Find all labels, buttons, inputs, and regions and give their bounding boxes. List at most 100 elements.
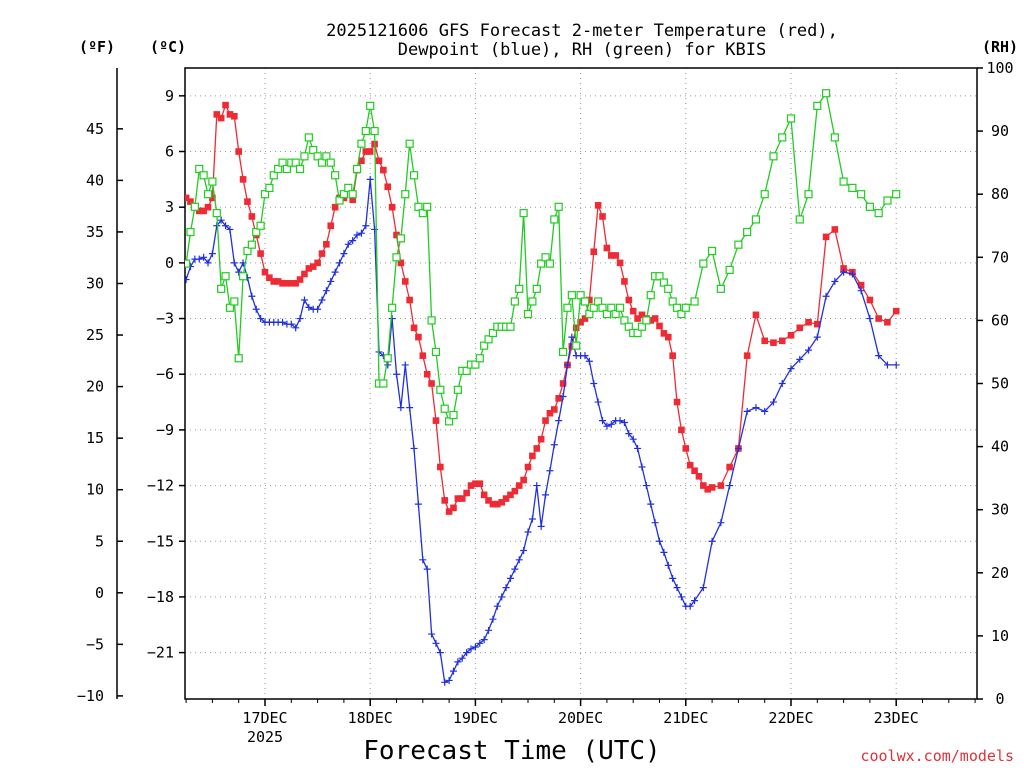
temperature-point <box>296 276 304 283</box>
dewpoint-point <box>336 259 344 267</box>
rh-point <box>462 366 471 375</box>
dewpoint-point <box>664 561 672 569</box>
rh-tick-label: 80 <box>991 185 1009 203</box>
celsius-tick-label: −18 <box>147 588 174 606</box>
rh-point <box>383 354 392 363</box>
temperature-point <box>450 504 457 512</box>
rh-point <box>396 234 405 243</box>
dewpoint-point <box>397 404 405 412</box>
temperature-point <box>634 315 641 322</box>
temperature-point <box>822 233 830 241</box>
rh-point <box>449 410 458 420</box>
rh-point <box>453 385 462 394</box>
dewpoint-point <box>208 250 216 258</box>
rh-point <box>620 316 629 325</box>
dewpoint-point <box>388 315 396 323</box>
rh-point <box>256 221 265 230</box>
dewpoint-point <box>371 225 379 233</box>
temperature-point <box>629 307 637 315</box>
temperature-point <box>213 111 221 118</box>
date-tick-label: 23DEC <box>874 709 919 727</box>
temperature-point <box>612 252 619 259</box>
dewpoint-point <box>590 380 598 387</box>
rh-point <box>221 272 230 281</box>
fahrenheit-tick-label: 10 <box>86 481 104 499</box>
temperature-point <box>226 111 234 118</box>
dewpoint-point <box>410 444 418 452</box>
dewpoint-point <box>866 315 874 323</box>
temperature-point <box>555 395 562 402</box>
dewpoint-point <box>471 643 479 651</box>
rh-point <box>664 284 673 293</box>
temperature-point <box>209 194 216 202</box>
temperature-point <box>458 495 466 502</box>
temperature-point <box>892 307 900 315</box>
temperature-point <box>235 148 242 155</box>
temperature-point <box>384 183 392 191</box>
dewpoint-point <box>857 287 865 295</box>
temperature-point <box>669 352 676 359</box>
temperature-point <box>607 252 615 259</box>
temperature-point <box>651 315 659 322</box>
rh-point <box>677 309 686 319</box>
dewpoint-point <box>699 584 707 592</box>
temperature-point <box>577 318 584 326</box>
rh-point <box>883 196 892 205</box>
dewpoint-point <box>563 361 571 369</box>
temperature-point <box>463 489 470 497</box>
dewpoint-point <box>217 216 225 224</box>
temperature-point <box>682 445 690 452</box>
rh-point <box>537 259 546 268</box>
temperature-point <box>314 259 321 267</box>
temperature-point <box>366 148 374 155</box>
plot-frame <box>184 67 978 700</box>
rh-point <box>821 89 831 98</box>
rh-point <box>208 177 217 186</box>
temperature-point <box>691 467 698 475</box>
fahrenheit-axis-unit: (ºF) <box>79 38 115 56</box>
dewpoint-point <box>585 357 593 365</box>
rh-point <box>523 309 533 319</box>
rh-point <box>541 253 550 262</box>
rh-point <box>515 284 524 293</box>
rh-point <box>366 101 375 110</box>
fahrenheit-tick-label: 15 <box>86 429 104 447</box>
temperature-point <box>432 417 440 424</box>
temperature-point <box>621 278 628 285</box>
fahrenheit-tick-label: 45 <box>86 120 104 138</box>
fahrenheit-tick-label: −5 <box>86 635 104 653</box>
temperature-point <box>204 203 212 211</box>
rh-point <box>642 316 651 325</box>
rh-point <box>274 164 283 174</box>
dewpoint-point <box>520 547 528 555</box>
dewpoint-point <box>813 333 821 341</box>
date-tick-label: 18DEC <box>348 709 393 727</box>
dewpoint-point <box>489 615 497 623</box>
temperature-point <box>428 380 435 387</box>
rh-point <box>607 303 616 312</box>
rh-point <box>309 145 318 155</box>
dewpoint-point <box>660 548 668 556</box>
dewpoint-point <box>502 584 510 592</box>
temperature-point <box>423 370 431 378</box>
rh-tick-label: 100 <box>986 59 1013 77</box>
fahrenheit-tick-label: −10 <box>77 687 104 705</box>
fahrenheit-tick-label: 30 <box>86 274 104 292</box>
rh-point <box>655 272 664 281</box>
dewpoint-point <box>305 303 313 311</box>
dewpoint-point <box>603 422 611 430</box>
dewpoint-point <box>546 467 554 475</box>
temperature-point <box>388 203 396 211</box>
dewpoint-point <box>366 175 374 183</box>
celsius-tick-label: −21 <box>147 644 174 662</box>
dewpoint-point <box>607 420 615 428</box>
rh-point <box>234 354 243 363</box>
dewpoint-point <box>493 602 501 610</box>
temperature-point <box>529 452 536 460</box>
rh-point <box>865 202 875 211</box>
temperature-point <box>884 318 891 326</box>
rh-point <box>322 152 331 161</box>
rh-point <box>243 246 252 256</box>
dewpoint-point <box>362 222 370 230</box>
